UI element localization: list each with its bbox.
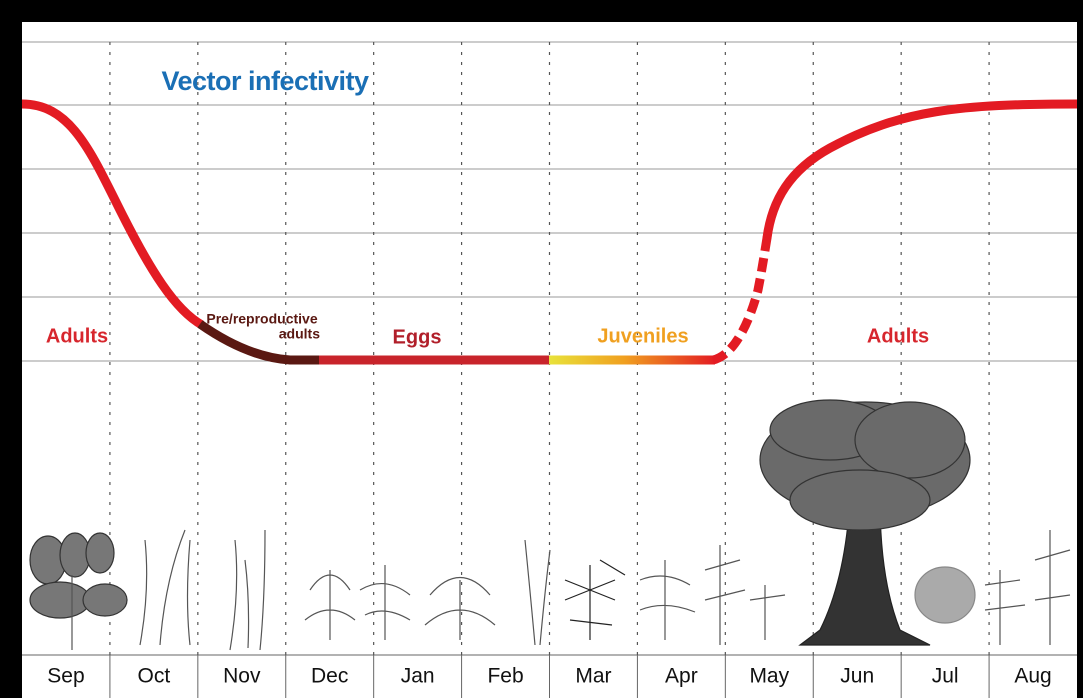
month-label: Feb bbox=[487, 665, 523, 688]
stage-label: Adults bbox=[46, 325, 108, 347]
stage-label: Eggs bbox=[393, 326, 442, 348]
month-label: Apr bbox=[665, 665, 698, 688]
month-label: Nov bbox=[223, 665, 261, 688]
stage-label: Pre/reproductive bbox=[206, 311, 317, 327]
month-label: Dec bbox=[311, 665, 348, 688]
title: Vector infectivity bbox=[161, 66, 369, 96]
stage-label: Juveniles bbox=[597, 325, 688, 347]
month-label: Jan bbox=[401, 665, 435, 688]
month-label: Jul bbox=[932, 665, 959, 688]
month-label: Oct bbox=[138, 665, 171, 688]
month-label: Jun bbox=[840, 665, 874, 688]
month-label: Sep bbox=[47, 665, 84, 688]
month-label: Mar bbox=[575, 665, 611, 688]
month-label: Aug bbox=[1014, 665, 1051, 688]
stage-label: adults bbox=[279, 326, 320, 342]
diagram: Vector infectivity Adults Pre/reproductiv… bbox=[0, 0, 1083, 698]
stage-label: Adults bbox=[867, 325, 929, 347]
month-label: May bbox=[749, 665, 789, 688]
